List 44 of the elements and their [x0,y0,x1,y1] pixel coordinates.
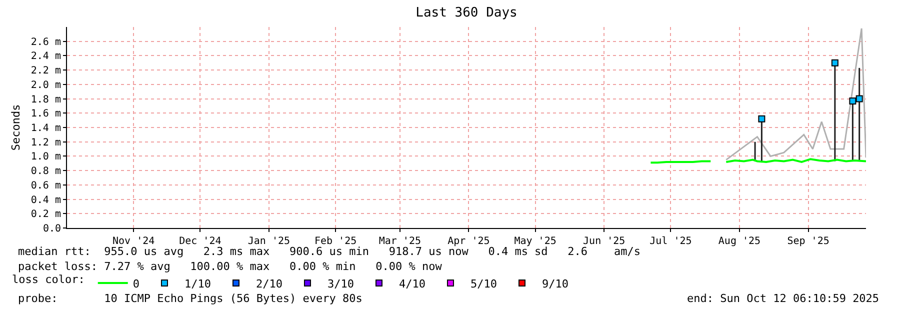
legend-title: loss color: [12,272,85,286]
x-tick-label: Jul '25 [650,236,692,247]
y-tick-label: 0.8 m [30,166,61,178]
x-tick-label: Feb '25 [314,236,357,247]
x-tick-label: Apr '25 [448,236,490,247]
legend-label: 5/10 [470,277,497,290]
x-tick-label: Nov '24 [112,236,155,247]
point [849,97,856,104]
point [758,115,766,122]
y-tick-label: 1.6 m [30,108,61,120]
text: packet loss: 7.27 % avg 100.00 % max 0.00 % min 0.00 % now [18,260,442,273]
point [831,59,838,66]
y-tick-label: 1.4 m [30,123,61,134]
chart-title: Last 360 Days [416,6,518,21]
x-tick-label: Dec '24 [179,236,222,247]
text: median rtt: 955.0 us avg 2.3 ms max 900.6 us min 918.7 us now 0.4 ms sd 2.6 am/s [18,245,641,258]
x-tick-label: Aug '25 [718,236,761,247]
x-tick-label: May '25 [514,236,556,247]
legend-label: 2/10 [256,277,282,290]
y-tick-label: 0.6 m [30,180,61,192]
legend-label: 1/10 [184,277,211,290]
text: end: Sun Oct 12 06:10:59 2025 [687,292,880,305]
x-tick-label: Sep '25 [787,236,830,247]
y-tick-label: 2.0 m [30,80,61,91]
legend-label: 4/10 [398,277,426,290]
y-tick-label: 1.8 m [30,94,61,106]
legend-label: 3/10 [327,277,354,290]
y-tick-label: 2.4 m [30,51,61,62]
y-tick-label: 0.4 m [30,194,61,206]
y-tick-label: 0.0 [42,224,61,234]
y-axis-title: Seconds [10,104,23,151]
legend-label: 0 [132,277,140,290]
x-tick-label: Mar '25 [378,236,421,247]
x-tick-label: Jan '25 [248,236,290,247]
y-tick-label: 0.2 m [30,209,61,220]
x-tick-label: Jun '25 [583,236,626,247]
line-series [725,28,866,161]
y-tick-label: 2.6 m [30,36,61,48]
y-tick-label: 1.0 m [30,152,61,163]
y-tick-label: 2.2 m [30,66,61,77]
text: probe: 10 ICMP Echo Pings (56 Bytes) every 80s [18,292,362,305]
point [856,95,863,102]
legend-label: 9/10 [542,277,568,290]
y-tick-label: 1.2 m [30,137,61,148]
